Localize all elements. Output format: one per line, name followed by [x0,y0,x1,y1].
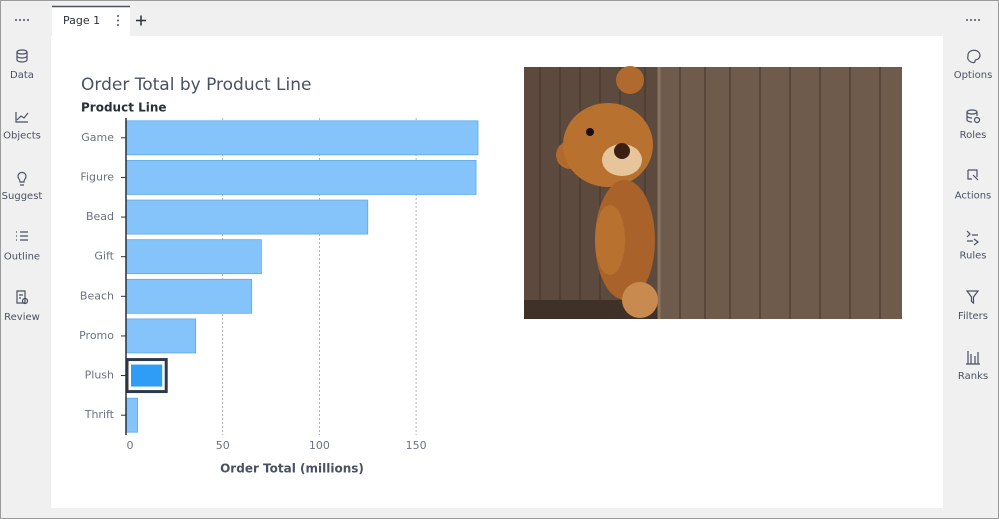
x-tick-label: 150 [406,439,427,452]
sidebar-icons [15,49,29,305]
sidebar-label[interactable]: Rules [960,251,987,262]
bar[interactable] [125,160,477,195]
x-tick-label: 100 [309,439,330,452]
sidebar-label[interactable]: Roles [960,130,987,141]
tab-label[interactable]: Page 1 [63,14,100,27]
bar[interactable] [125,397,139,433]
bar[interactable] [125,318,197,354]
tab[interactable] [52,6,130,36]
sidebar-label[interactable]: Filters [958,311,988,322]
bar[interactable] [125,199,369,235]
sidebar-label[interactable]: Suggest [2,191,43,202]
y-tick-label: Game [81,131,114,144]
bar[interactable] [125,239,262,275]
selection-outline [125,358,168,394]
y-tick-label: Bead [86,210,114,223]
sidebar-label[interactable]: Ranks [958,371,988,382]
y-axis-title: Product Line [81,101,167,115]
bar[interactable] [131,364,163,387]
sidebar-label[interactable]: Outline [4,252,40,263]
y-tick-label: Plush [85,369,114,382]
tab-menu[interactable] [117,15,119,26]
chart-title: Order Total by Product Line [81,75,311,95]
menu-dots[interactable] [966,19,980,21]
sidebar-icons [965,49,981,365]
sidebar-label[interactable]: Data [10,70,34,81]
menu-dots[interactable] [15,19,29,21]
x-tick-label: 50 [216,439,230,452]
sidebar-label[interactable]: Options [954,70,993,81]
y-tick-label: Promo [79,329,114,342]
sidebar-label[interactable]: Review [4,312,40,323]
sidebar-label[interactable]: Actions [955,190,992,201]
x-axis-title: Order Total (millions) [220,462,364,476]
bar[interactable] [125,120,479,156]
x-tick-label: 0 [127,439,134,452]
y-tick-label: Gift [94,250,114,263]
sidebar-label[interactable]: Objects [3,131,41,142]
add-page[interactable] [136,15,146,26]
y-tick-label: Thrift [84,408,115,421]
y-tick-label: Beach [80,289,114,302]
y-tick-label: Figure [80,170,114,183]
image [524,66,902,319]
bar[interactable] [125,278,253,314]
